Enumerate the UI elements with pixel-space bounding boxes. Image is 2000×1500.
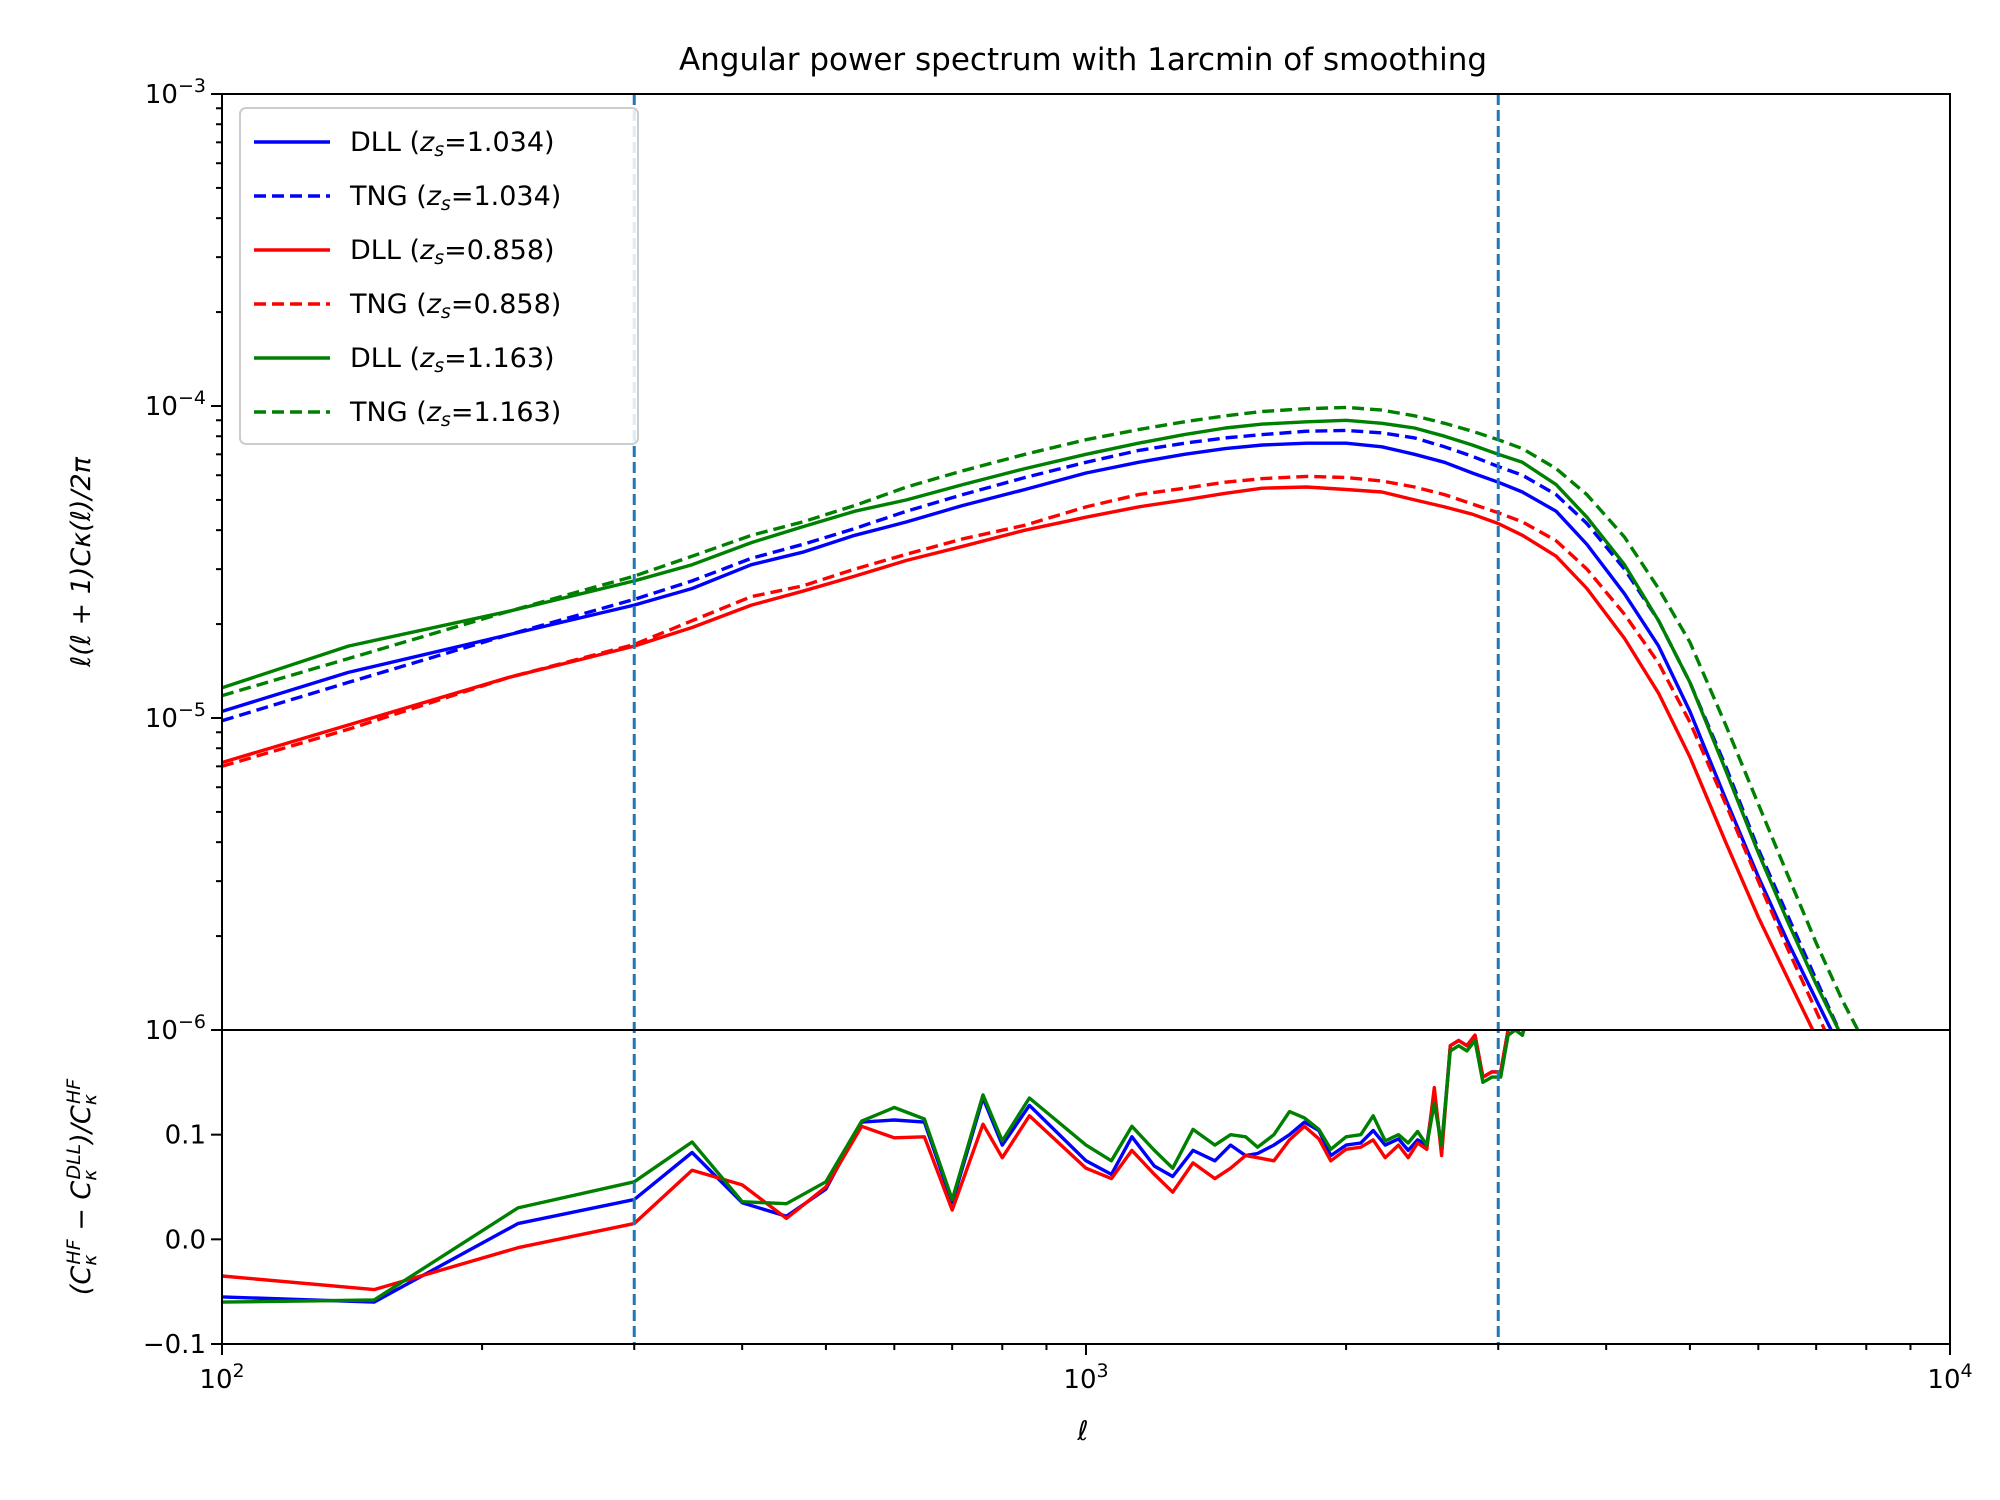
legend-label-dll-zs-1-034: DLL (zs=1.034) bbox=[350, 127, 555, 161]
legend-label-tng-zs-1-163: TNG (zs=1.163) bbox=[349, 397, 561, 431]
bottom-axes-frame bbox=[221, 1029, 1951, 1345]
bottom-y-axis-label: (CκHF − CκDLL)/CκHF bbox=[63, 1078, 101, 1295]
chart-title: Angular power spectrum with 1arcmin of s… bbox=[679, 42, 1487, 78]
top-plot-lines bbox=[222, 405, 1860, 1030]
x-tick-label: 104 bbox=[1927, 1360, 1972, 1395]
y2-tick-label: 0.1 bbox=[165, 1121, 206, 1151]
axis-ticks bbox=[211, 93, 1951, 1355]
legend-box bbox=[239, 107, 639, 445]
top-y-axis-label: ℓ(ℓ + 1)Cκ(ℓ)/2π bbox=[66, 456, 97, 668]
legend-label-dll-zs-0-858: DLL (zs=0.858) bbox=[350, 235, 555, 269]
y-tick-label: 10−4 bbox=[145, 387, 206, 422]
series-dll-zs-1-034 bbox=[222, 441, 1834, 1030]
legend-label-tng-zs-1-034: TNG (zs=1.034) bbox=[349, 181, 561, 215]
x-tick-label: 102 bbox=[199, 1360, 244, 1395]
series-tng-zs-0-858 bbox=[222, 474, 1827, 1030]
legend-label-dll-zs-1-163: DLL (zs=1.163) bbox=[350, 343, 555, 377]
legend-label-tng-zs-0-858: TNG (zs=0.858) bbox=[349, 289, 561, 323]
residual-series-2 bbox=[222, 1030, 1526, 1304]
y-tick-label: 10−6 bbox=[145, 1011, 206, 1046]
residual-series-1 bbox=[222, 1030, 1525, 1292]
series-tng-zs-1-163 bbox=[222, 405, 1860, 1030]
bottom-plot-lines bbox=[222, 1030, 1526, 1304]
x-tick-label: 103 bbox=[1063, 1360, 1108, 1395]
x-axis-label: ℓ bbox=[1076, 1416, 1088, 1447]
series-dll-zs-1-163 bbox=[222, 418, 1841, 1030]
residual-series-0 bbox=[222, 1030, 1525, 1304]
y2-tick-label: −0.1 bbox=[143, 1330, 206, 1360]
tick-labels: 10−6 10−5 10−4 10−3 102 103 104 −0.1 0.0 0.1 bbox=[143, 75, 1973, 1395]
series-dll-zs-0-858 bbox=[222, 485, 1815, 1030]
svg-text:(CκHF − CκDLL)/CκHF: (CκHF − CκDLL)/CκHF bbox=[63, 1078, 101, 1295]
y-tick-label: 10−3 bbox=[145, 75, 206, 110]
y2-tick-label: 0.0 bbox=[165, 1225, 206, 1255]
legend: DLL (zs=1.034) TNG (zs=1.034) DLL (zs=0.85… bbox=[239, 107, 639, 445]
y-tick-label: 10−5 bbox=[145, 699, 206, 734]
reference-vlines bbox=[632, 94, 1500, 1344]
